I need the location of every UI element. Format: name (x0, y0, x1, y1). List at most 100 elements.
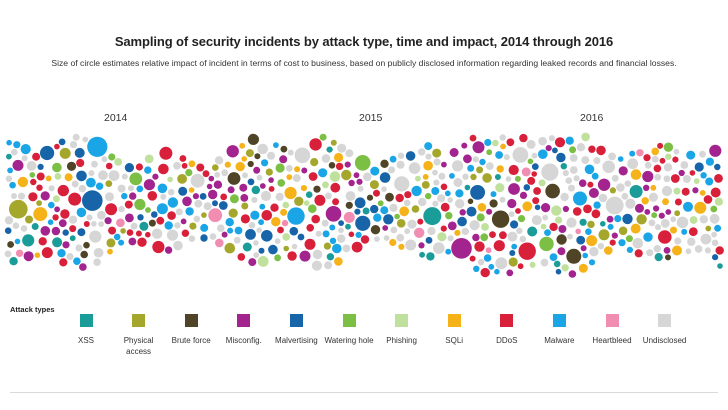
legend-swatch-malware (552, 314, 566, 327)
incident-bubble-malware (431, 187, 440, 195)
incident-bubble-malvertising (425, 236, 433, 244)
incident-bubble-misconfig (124, 213, 134, 223)
incident-bubble-sqli (17, 176, 29, 188)
incident-bubble-ddos (135, 230, 142, 237)
incident-bubble-malware (48, 201, 55, 209)
incident-bubble-ddos (105, 162, 113, 170)
incident-bubble-undisclosed (704, 247, 712, 254)
incident-bubble-misconfig (353, 172, 360, 179)
incident-bubble-undisclosed (118, 205, 125, 213)
incident-bubble-undisclosed (569, 154, 578, 162)
incident-bubble-brute (665, 254, 671, 261)
legend-item-undisclosed: Undisclosed (637, 314, 693, 346)
incident-bubble-ddos (240, 214, 250, 224)
incident-bubble-undisclosed (345, 191, 356, 201)
incident-bubble-undisclosed (390, 226, 398, 234)
incident-bubble-malware (588, 259, 596, 266)
incident-bubble-malware (380, 206, 389, 215)
incident-bubble-undisclosed (214, 156, 224, 165)
incident-bubble-misconfig (51, 226, 61, 236)
incident-bubble-malware (643, 232, 653, 242)
incident-bubble-physical (120, 228, 126, 234)
incident-bubble-misconfig (54, 206, 60, 213)
incident-bubble-physical (8, 199, 28, 219)
incident-bubble-physical (598, 229, 610, 241)
legend-item-malvertising: Malvertising (268, 314, 324, 346)
incident-bubble-undisclosed (447, 235, 454, 242)
incident-bubble-ddos (36, 184, 43, 191)
incident-bubble-undisclosed (20, 225, 28, 232)
incident-bubble-undisclosed (472, 156, 479, 163)
incident-bubble-undisclosed (173, 161, 181, 170)
incident-bubble-phishing (52, 195, 60, 203)
chart-title: Sampling of security incidents by attack… (114, 34, 614, 49)
legend-item-ddos: DDoS (479, 314, 535, 346)
incident-bubble-undisclosed (337, 234, 346, 243)
incident-bubble-physical (228, 208, 238, 218)
incident-bubble-malware (76, 207, 87, 218)
incident-bubble-malware (227, 227, 234, 234)
incident-bubble-xss (326, 146, 333, 153)
incident-bubble-malvertising (40, 145, 55, 161)
incident-bubble-undisclosed (71, 180, 79, 188)
incident-bubble-misconfig (208, 189, 218, 200)
incident-bubble-misconfig (658, 212, 665, 219)
incident-bubble-undisclosed (403, 199, 411, 207)
incident-bubble-sqli (334, 152, 344, 163)
incident-bubble-ddos (202, 170, 210, 178)
incident-bubble-malvertising (297, 233, 305, 241)
incident-bubble-malware (490, 191, 497, 198)
incident-bubble-ddos (311, 214, 321, 224)
incident-bubble-physical (201, 212, 207, 218)
incident-bubble-undisclosed (508, 211, 515, 217)
incident-bubble-misconfig (611, 232, 618, 239)
incident-bubble-malware (167, 197, 179, 208)
incident-bubble-undisclosed (605, 196, 624, 215)
incident-bubble-ddos (532, 197, 540, 205)
incident-bubble-watering (274, 254, 281, 262)
incident-bubble-ddos (670, 174, 680, 183)
incident-bubble-malware (683, 201, 693, 212)
incident-bubble-sqli (34, 252, 41, 258)
incident-bubble-watering (425, 192, 432, 200)
incident-bubble-undisclosed (97, 210, 106, 220)
incident-bubble-undisclosed (18, 192, 25, 200)
incident-bubble-ddos (653, 164, 662, 173)
incident-bubble-misconfig (486, 208, 493, 215)
legend-swatch-watering (342, 314, 356, 327)
incident-bubble-undisclosed (256, 174, 263, 181)
incident-bubble-ddos (533, 187, 541, 195)
incident-bubble-undisclosed (98, 170, 108, 181)
incident-bubble-undisclosed (108, 170, 120, 181)
incident-bubble-malware (389, 155, 397, 163)
year-label-2015: 2015 (359, 112, 383, 124)
incident-bubble-xss (494, 174, 501, 180)
incident-bubble-undisclosed (453, 178, 463, 187)
incident-bubble-malvertising (509, 250, 516, 256)
incident-bubble-undisclosed (342, 244, 351, 253)
incident-bubble-undisclosed (682, 175, 691, 183)
incident-bubble-brute (366, 194, 374, 201)
incident-bubble-malware (565, 136, 574, 145)
legend-item-heartbleed: Heartbleed (584, 314, 640, 346)
incident-bubble-watering (486, 149, 493, 156)
incident-bubble-field (4, 132, 724, 278)
legend: XSS Physical access Brute force Misconfig. M… (58, 314, 728, 374)
incident-bubble-misconfig (588, 188, 599, 198)
incident-bubble-undisclosed (711, 231, 717, 238)
incident-bubble-malvertising (258, 247, 265, 254)
incident-bubble-malware (332, 243, 342, 254)
incident-bubble-malware (488, 263, 495, 270)
incident-bubble-undisclosed (407, 219, 417, 229)
incident-bubble-misconfig (129, 192, 137, 200)
incident-bubble-undisclosed (82, 136, 89, 143)
incident-bubble-xss (5, 153, 12, 160)
incident-bubble-undisclosed (499, 196, 506, 203)
incident-bubble-malware (484, 138, 492, 147)
incident-bubble-undisclosed (345, 149, 354, 158)
incident-bubble-sqli (578, 263, 588, 273)
legend-label-misconfig: Misconfig. (225, 336, 262, 345)
incident-bubble-undisclosed (4, 216, 14, 225)
incident-bubble-undisclosed (687, 237, 696, 246)
incident-bubble-physical (396, 219, 406, 228)
